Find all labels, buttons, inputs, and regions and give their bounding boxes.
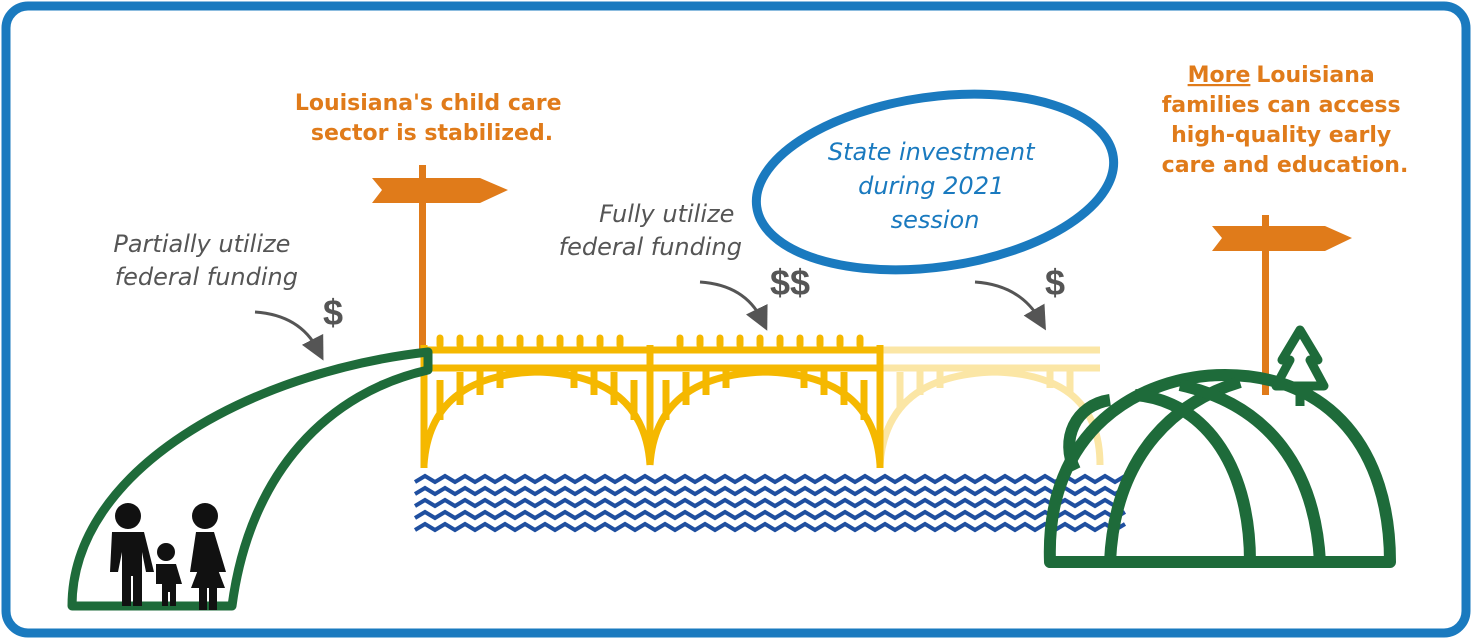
text-line: high-quality early [1171,123,1391,148]
shape [1212,226,1352,251]
text-line: Louisiana's child care [295,91,562,116]
text-line: care and education. [1162,153,1409,178]
text-line: session [891,206,980,234]
text-line: federal funding [115,263,298,291]
funding-3: $ [1045,262,1065,303]
funding-1: $ [323,292,343,333]
funding-2: $$ [770,262,810,303]
shape [372,178,508,203]
infographic: Louisiana's child care sector is stabili… [0,0,1472,639]
text-line: Fully utilize [599,200,734,228]
text-line: More [1188,63,1251,88]
shape [192,503,218,529]
text-line: Louisiana [1256,63,1374,88]
text-line: federal funding [559,233,742,261]
text-line: families can access [1162,93,1401,118]
text-line: Partially utilize [113,230,290,258]
shape [157,543,175,561]
shape [115,503,141,529]
text-line: State investment [828,138,1036,166]
text-line: during 2021 [858,172,1004,200]
text-line: sector is stabilized. [311,121,553,146]
